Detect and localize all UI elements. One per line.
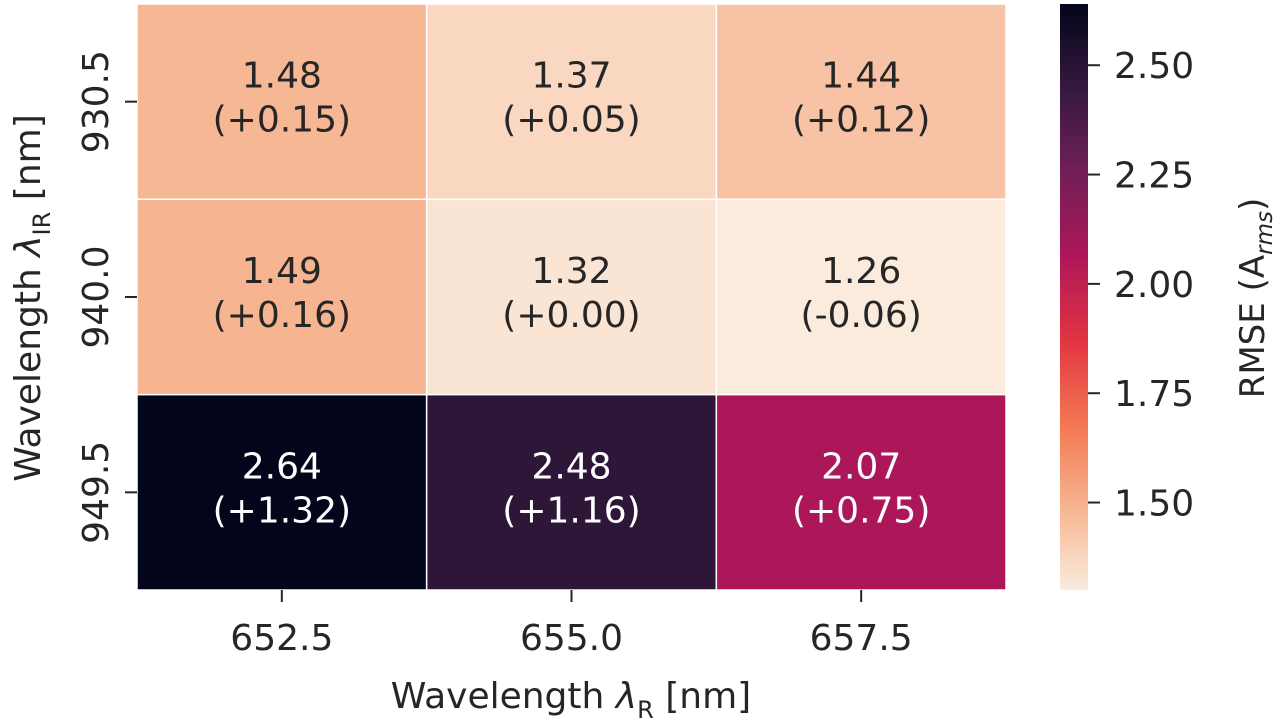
colorbar — [1060, 4, 1088, 590]
cell-value-label: 1.37 — [531, 56, 611, 97]
y-tick-label: 930.5 — [76, 50, 117, 153]
cell-value-label: 1.48 — [242, 56, 322, 97]
colorbar-tick-label: 1.75 — [1114, 374, 1194, 415]
colorbar-label: RMSE (Arms) — [1233, 198, 1278, 398]
heatmap-cell — [136, 3, 428, 201]
heatmap-cell — [136, 198, 428, 396]
cell-value-label: 1.32 — [531, 251, 611, 292]
y-tick-label: 949.5 — [76, 441, 117, 544]
y-tick-label: 940.0 — [76, 245, 117, 348]
heatmap-cell — [715, 3, 1007, 201]
cell-delta-label: (+1.32) — [213, 490, 351, 531]
cell-value-label: 2.48 — [531, 446, 611, 487]
heatmap-cell — [136, 393, 428, 591]
colorbar-tick-label: 2.00 — [1114, 265, 1194, 306]
cell-value-label: 2.64 — [242, 446, 322, 487]
axes: 652.5 655.0 657.5 930.5 940.0 949.5 — [76, 50, 913, 659]
cell-delta-label: (+0.12) — [792, 100, 930, 141]
heatmap-cells — [136, 3, 1007, 591]
x-tick-label: 657.5 — [810, 618, 913, 659]
cell-delta-label: (-0.06) — [801, 295, 922, 336]
heatmap-cell — [715, 198, 1007, 396]
heatmap-cell — [425, 3, 718, 201]
cell-delta-label: (+0.16) — [213, 295, 351, 336]
cell-delta-label: (+0.75) — [792, 490, 930, 531]
colorbar-tick-label: 2.25 — [1114, 156, 1194, 197]
heatmap-cell — [425, 198, 718, 396]
cell-delta-label: (+0.00) — [502, 295, 640, 336]
cell-delta-label: (+1.16) — [502, 490, 640, 531]
colorbar-tick-label: 1.50 — [1114, 484, 1194, 525]
y-axis-label: Wavelength λIR [nm] — [8, 114, 56, 482]
colorbar-tick-label: 2.50 — [1114, 46, 1194, 87]
cell-value-label: 1.26 — [821, 251, 901, 292]
cell-value-label: 1.49 — [242, 251, 322, 292]
cell-value-label: 1.44 — [821, 56, 901, 97]
cell-delta-label: (+0.15) — [213, 100, 351, 141]
x-axis-label: Wavelength λR [nm] — [391, 676, 751, 724]
colorbar-ticks: 2.50 2.25 2.00 1.75 1.50 — [1088, 46, 1194, 525]
cell-delta-label: (+0.05) — [502, 100, 640, 141]
x-tick-label: 655.0 — [520, 618, 623, 659]
x-tick-label: 652.5 — [230, 618, 333, 659]
cell-labels: 1.48(+0.15)1.37(+0.05)1.44(+0.12)1.49(+0… — [213, 56, 931, 532]
heatmap-cell — [425, 393, 718, 591]
cell-value-label: 2.07 — [821, 446, 901, 487]
